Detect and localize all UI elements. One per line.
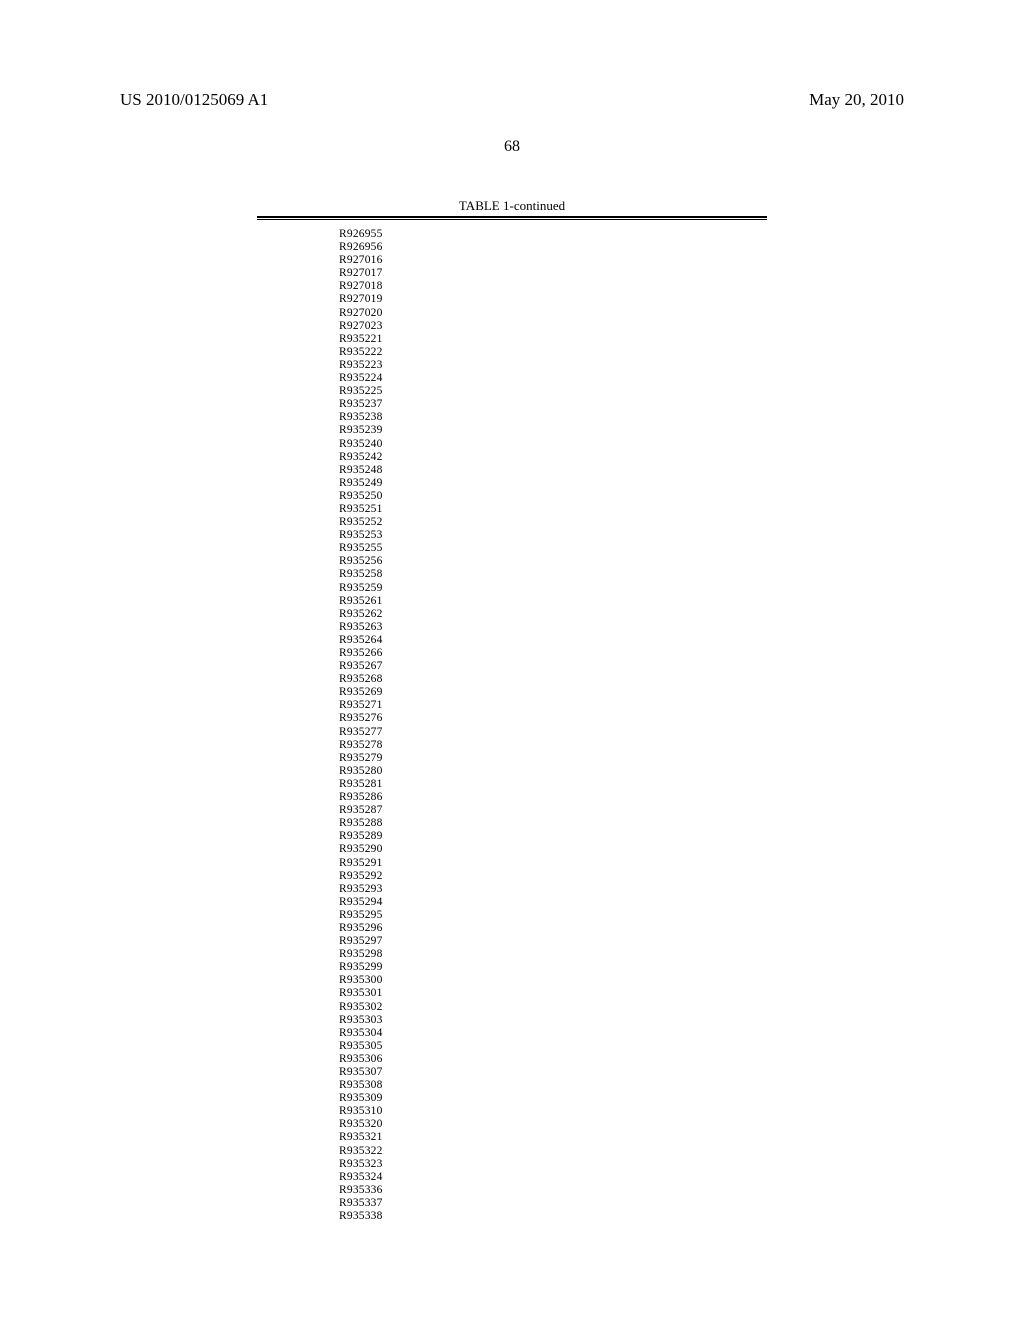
table-code-item: R935306	[339, 1053, 767, 1066]
table-code-item: R935300	[339, 974, 767, 987]
table-code-item: R935281	[339, 778, 767, 791]
table-code-item: R935301	[339, 987, 767, 1000]
table-code-item: R935320	[339, 1118, 767, 1131]
table-code-item: R927018	[339, 280, 767, 293]
header-row: US 2010/0125069 A1 May 20, 2010	[120, 90, 904, 110]
table-code-item: R935293	[339, 883, 767, 896]
table-code-item: R935264	[339, 634, 767, 647]
table-code-item: R935279	[339, 752, 767, 765]
table-code-item: R926955	[339, 228, 767, 241]
publication-number: US 2010/0125069 A1	[120, 90, 268, 110]
table-code-item: R935291	[339, 857, 767, 870]
table-code-item: R935263	[339, 621, 767, 634]
table-code-item: R935336	[339, 1184, 767, 1197]
table-code-item: R935252	[339, 516, 767, 529]
table-code-item: R926956	[339, 241, 767, 254]
table-rule-thin	[257, 219, 767, 220]
table-rule-top	[257, 216, 767, 218]
table-code-item: R927016	[339, 254, 767, 267]
page-container: US 2010/0125069 A1 May 20, 2010 68 TABLE…	[0, 0, 1024, 1320]
table-code-item: R935295	[339, 909, 767, 922]
table-code-item: R935240	[339, 438, 767, 451]
table-code-item: R935280	[339, 765, 767, 778]
table-title: TABLE 1-continued	[257, 198, 767, 214]
table-code-item: R935222	[339, 346, 767, 359]
table-code-item: R935277	[339, 726, 767, 739]
table-code-item: R935286	[339, 791, 767, 804]
table-code-item: R935261	[339, 595, 767, 608]
table-code-item: R935225	[339, 385, 767, 398]
table-code-item: R935321	[339, 1131, 767, 1144]
table-code-item: R935310	[339, 1105, 767, 1118]
table-code-item: R935287	[339, 804, 767, 817]
table-code-item: R935239	[339, 424, 767, 437]
table-code-item: R927017	[339, 267, 767, 280]
table-code-item: R935249	[339, 477, 767, 490]
table-codes-list: R926955R926956R927016R927017R927018R9270…	[257, 228, 767, 1223]
table-code-item: R935223	[339, 359, 767, 372]
table-code-item: R935308	[339, 1079, 767, 1092]
table-code-item: R927023	[339, 320, 767, 333]
table-code-item: R935290	[339, 843, 767, 856]
table-code-item: R935309	[339, 1092, 767, 1105]
table-code-item: R935307	[339, 1066, 767, 1079]
table-code-item: R935262	[339, 608, 767, 621]
table-code-item: R935248	[339, 464, 767, 477]
table-code-item: R935292	[339, 870, 767, 883]
table-code-item: R935294	[339, 896, 767, 909]
publication-date: May 20, 2010	[809, 90, 904, 110]
table-code-item: R935256	[339, 555, 767, 568]
table-code-item: R935298	[339, 948, 767, 961]
table-code-item: R935303	[339, 1014, 767, 1027]
table-code-item: R935237	[339, 398, 767, 411]
table-code-item: R935305	[339, 1040, 767, 1053]
table-code-item: R935324	[339, 1171, 767, 1184]
table-code-item: R935221	[339, 333, 767, 346]
table-code-item: R935278	[339, 739, 767, 752]
table-code-item: R935242	[339, 451, 767, 464]
table-code-item: R935304	[339, 1027, 767, 1040]
table-code-item: R935322	[339, 1145, 767, 1158]
table-code-item: R935323	[339, 1158, 767, 1171]
table-code-item: R935276	[339, 712, 767, 725]
table-code-item: R935296	[339, 922, 767, 935]
table-code-item: R935259	[339, 582, 767, 595]
table-code-item: R935299	[339, 961, 767, 974]
table-code-item: R935250	[339, 490, 767, 503]
table-code-item: R927019	[339, 293, 767, 306]
table-code-item: R935251	[339, 503, 767, 516]
table-code-item: R935253	[339, 529, 767, 542]
table-code-item: R935267	[339, 660, 767, 673]
table-container: TABLE 1-continued R926955R926956R927016R…	[257, 198, 767, 1223]
page-number: 68	[120, 138, 904, 156]
table-code-item: R935266	[339, 647, 767, 660]
table-code-item: R935224	[339, 372, 767, 385]
table-code-item: R935271	[339, 699, 767, 712]
table-code-item: R927020	[339, 307, 767, 320]
table-code-item: R935238	[339, 411, 767, 424]
table-code-item: R935258	[339, 568, 767, 581]
table-code-item: R935302	[339, 1001, 767, 1014]
table-code-item: R935288	[339, 817, 767, 830]
table-code-item: R935268	[339, 673, 767, 686]
table-code-item: R935269	[339, 686, 767, 699]
table-code-item: R935337	[339, 1197, 767, 1210]
table-code-item: R935297	[339, 935, 767, 948]
table-code-item: R935289	[339, 830, 767, 843]
table-code-item: R935255	[339, 542, 767, 555]
table-code-item: R935338	[339, 1210, 767, 1223]
